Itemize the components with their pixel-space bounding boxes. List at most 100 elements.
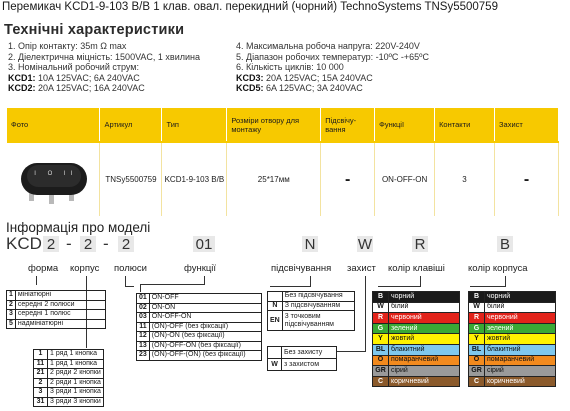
list-item: 5 надмініатюрні [6,318,106,329]
color-name: чорний [388,291,460,303]
color-name: білий [484,301,556,314]
product-photo-cell: I O II [7,141,101,216]
list-item: 11 (ON)-OFF (без фіксації) [136,321,262,332]
color-code: C [468,375,485,388]
color-name: жовтий [388,333,460,345]
sku-cell: TNSy5500759 [99,141,163,216]
color-code: G [468,322,485,335]
color-name: помаранчевий [484,354,556,367]
list-item: 11 1 ряд 1 кнопка [33,358,104,369]
info-heading: Інформація про моделі [6,220,151,235]
code-dash: - [103,234,109,253]
spec-model-line: KCD2: 20A 125VAC; 16A 240VAC [8,83,145,93]
color-code: BL [372,343,389,356]
color-code: Y [468,333,485,345]
header-cell: Артикул [99,108,163,142]
color-name: зелений [484,322,556,335]
color-name: коричневий [484,375,556,388]
color-code: C [372,375,389,388]
color-name: сірий [388,365,460,377]
color-name: червоний [388,312,460,324]
size-cell: 25*17мм [226,141,322,216]
list-item: 13 (ON)-OFF-ON (без фіксації) [136,340,262,351]
spec-model-line: KCD5: 6A 125VAC; 3A 240VAC [236,83,363,93]
color-code: B [468,291,485,303]
color-code: O [468,354,485,367]
color-code: R [372,312,389,324]
label-forma: форма [28,263,59,274]
list-item: 03 ON-OFF-ON [136,312,262,323]
list-item: 23 (ON)-OFF-(ON) (без фіксації) [136,350,262,361]
code-segment: 2 [80,236,96,253]
color-code: G [372,322,389,335]
code-segment: B [497,236,513,253]
color-name: сірий [484,365,556,377]
list-item: 2 середні 2 полюси [6,299,106,310]
header-cell: Функції [374,108,436,142]
rocker-switch-photo: I O II [13,149,93,211]
color-row: GR сірий [372,365,460,377]
color-name: блакитний [484,343,556,356]
contacts-cell: 3 [434,141,495,216]
header-cell: Контакти [434,108,495,142]
product-table: Фото Артикул Тип Розміри отвору для монт… [7,108,559,216]
label-korpus: корпус [70,263,100,274]
type-cell: KCD1-9-103 B/B [161,141,228,216]
code-segment: 01 [193,236,215,253]
spec-line: 4. Максимальна робоча напруга: 220V-240V [236,41,420,51]
color-name: помаранчевий [388,354,460,367]
color-name: чорний [484,291,556,303]
color-code: W [468,301,485,314]
color-name: зелений [388,322,460,335]
light-cell: - [320,141,376,216]
header-cell: Тип [161,108,228,142]
list-item: 31 3 ряди 3 кнопки [33,396,104,407]
spec-line: 6. Кількість циклів: 10 000 [236,62,344,72]
color-code: R [468,312,485,324]
list-item: EN 3 точковим підсвічуванням [267,310,355,331]
code-segment: N [302,236,318,253]
color-name: жовтий [484,333,556,345]
specs-left: 1. Опір контакту: 35m Ω max 2. Діелектри… [8,41,200,94]
label-kolir-korp: колір корпуса [468,263,528,274]
color-name: коричневий [388,375,460,388]
color-code: Y [372,333,389,345]
color-name: червоний [484,312,556,324]
page-title: Перемикач KCD1-9-103 B/B 1 клав. овал. п… [2,1,498,13]
list-item: 21 2 ряди 2 кнопки [33,368,104,379]
list-item: 02 ON-ON [136,302,262,313]
color-code: B [372,291,389,303]
header-cell: Підсвічу-вання [320,108,376,142]
label-kolir-klav: колір клавіші [388,263,445,274]
code-dash: - [66,234,72,253]
specs-right: 4. Максимальна робоча напруга: 220V-240V… [236,41,429,94]
list-item: 01 ON-OFF [136,293,262,304]
list-item: Без захисту [267,346,337,359]
spec-line: 2. Діелектрична міцність: 1500VAC, 1 хви… [8,51,200,62]
color-name: блакитний [388,343,460,356]
header-cell: Розміри отвору для монтажу [226,108,322,142]
color-name: білий [388,301,460,314]
list-item: 1 мініатюрні [6,290,106,301]
spec-line: 3. Номінальний робочий струм: [8,62,139,72]
function-cell: ON-OFF-ON [374,141,436,216]
list-item: 12 (ON)-ON (без фіксації) [136,331,262,342]
header-cell: Фото [7,108,101,142]
